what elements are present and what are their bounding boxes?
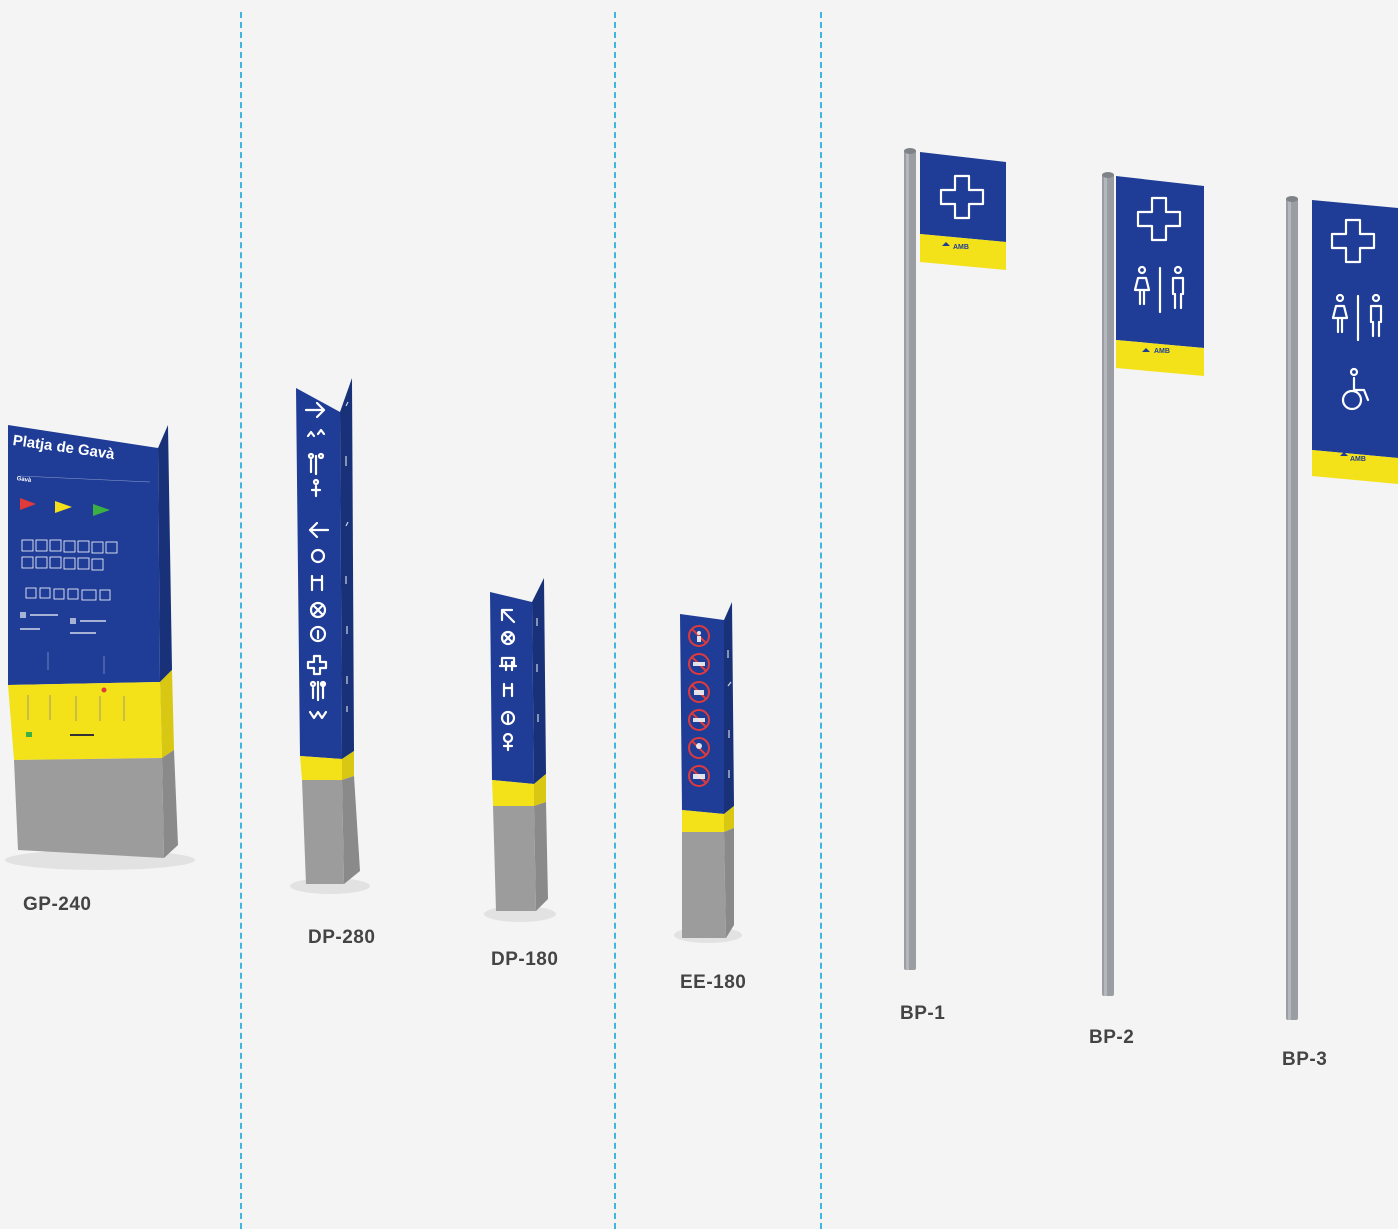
wheelchair-icon	[1341, 367, 1370, 411]
toilets-icon	[1133, 265, 1185, 314]
info-icon	[309, 625, 327, 643]
divider-1	[240, 12, 242, 1229]
info-icon	[500, 710, 516, 726]
divider-2	[614, 12, 616, 1229]
flag-icon	[93, 504, 110, 516]
dp280-totem	[290, 378, 370, 894]
shower-icon	[502, 732, 514, 752]
arrow-up-left-icon	[500, 608, 516, 624]
cross-icon	[306, 654, 328, 676]
label-bp3: BP-3	[1282, 1049, 1328, 1070]
gp240-totem	[5, 425, 195, 870]
label-dp280: DP-280	[308, 927, 376, 948]
flag-icon	[55, 501, 72, 513]
bp3-brand: AMB	[1350, 456, 1366, 463]
bp3-pole-sign	[1286, 196, 1398, 1020]
bp1-pole-sign	[904, 148, 1006, 970]
bp2-brand: AMB	[1154, 348, 1170, 355]
flag-icon	[20, 498, 36, 510]
bp2-pole-sign	[1102, 172, 1204, 996]
divider-3	[820, 12, 822, 1229]
bp1-brand: AMB	[953, 244, 969, 251]
arrow-left-icon	[308, 521, 330, 539]
label-ee180: EE-180	[680, 972, 747, 993]
toilets-icon	[307, 452, 325, 474]
label-bp2: BP-2	[1089, 1027, 1135, 1048]
dp180-totem	[484, 578, 556, 922]
label-bp1: BP-1	[900, 1003, 946, 1024]
ee180-totem	[674, 602, 742, 943]
arrow-right-icon	[304, 401, 326, 419]
label-gp240: GP-240	[23, 894, 92, 915]
toilets-icon	[1331, 293, 1383, 342]
cross-icon	[1136, 196, 1182, 242]
label-dp180: DP-180	[491, 949, 559, 970]
cross-icon	[1330, 218, 1376, 264]
lifeguard-icon	[309, 601, 327, 619]
cross-icon	[939, 174, 985, 220]
